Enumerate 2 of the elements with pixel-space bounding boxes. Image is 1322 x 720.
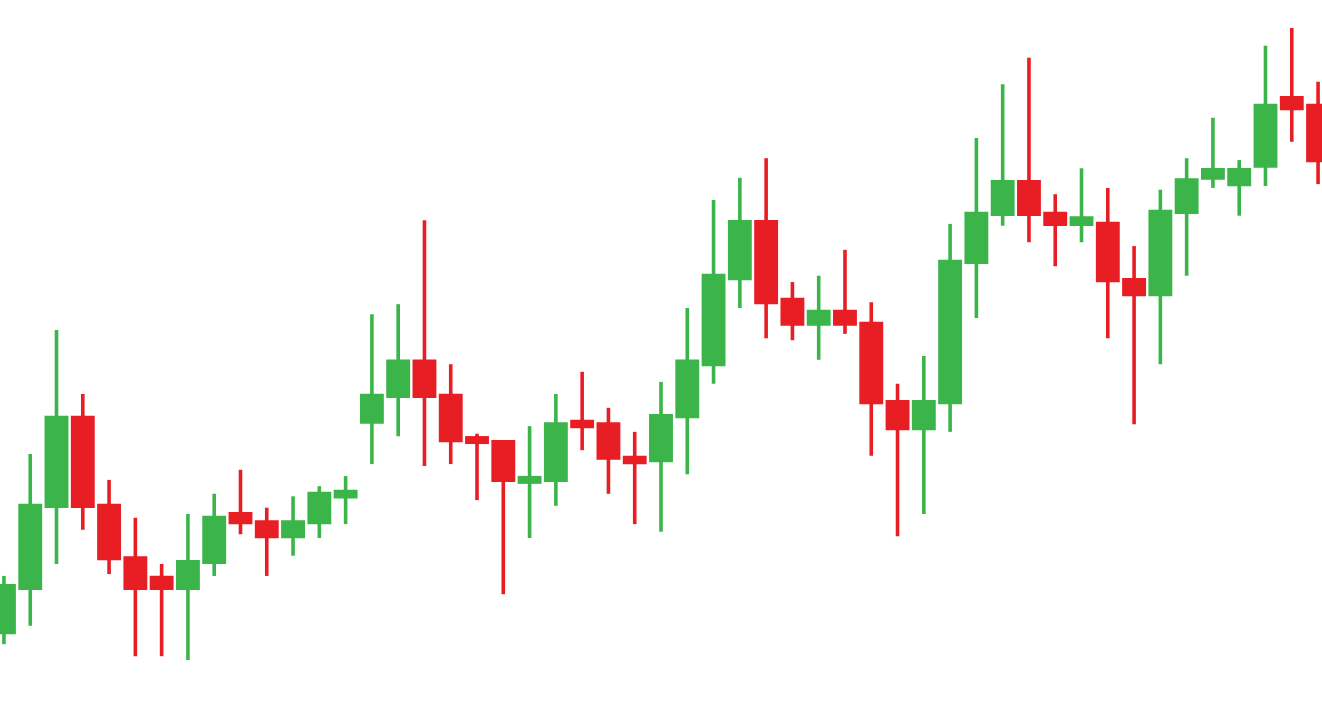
candlestick — [806, 273, 831, 362]
candlestick — [1069, 166, 1094, 245]
